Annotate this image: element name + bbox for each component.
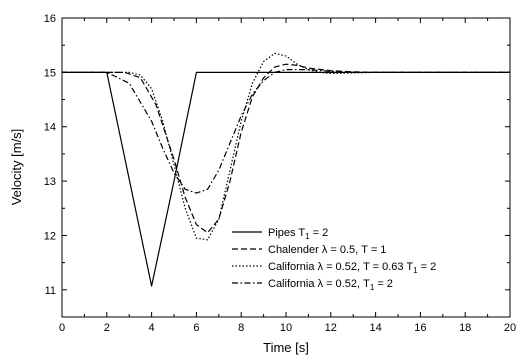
x-tick-label: 10 <box>280 322 292 334</box>
x-tick-label: 6 <box>193 322 199 334</box>
y-tick-label: 16 <box>44 13 56 25</box>
legend-label-3: California λ = 0.52, T = 0.63 T1 = 2 <box>268 261 436 275</box>
y-tick-label: 12 <box>44 230 56 242</box>
x-tick-label: 2 <box>104 322 110 334</box>
y-axis-title: Velocity [m/s] <box>9 129 24 206</box>
x-tick-label: 16 <box>414 322 426 334</box>
x-tick-label: 20 <box>504 322 516 334</box>
x-tick-label: 0 <box>59 322 65 334</box>
axis-tick-labels: 0 2 4 6 8 10 12 14 16 18 20 11 12 13 14 15 16 <box>44 13 516 334</box>
x-tick-label: 14 <box>369 322 381 334</box>
series-line-4-california <box>62 69 510 194</box>
y-tick-label: 13 <box>44 176 56 188</box>
x-tick-label: 4 <box>149 322 155 334</box>
y-tick-label: 15 <box>44 67 56 79</box>
series-layer <box>62 52 510 287</box>
y-tick-label: 14 <box>44 122 56 134</box>
legend-label-4: California λ = 0.52, T1 = 2 <box>268 278 393 292</box>
legend: Pipes T1 = 2 Chalender λ = 0.5, T = 1 Cali… <box>232 227 436 292</box>
series-line-2-chalender <box>62 63 510 234</box>
series-line-3-california <box>62 52 510 241</box>
x-tick-label: 8 <box>238 322 244 334</box>
y-tick-label: 11 <box>45 285 56 297</box>
x-tick-label: 18 <box>459 322 471 334</box>
legend-label-2: Chalender λ = 0.5, T = 1 <box>268 244 386 256</box>
x-axis-title: Time [s] <box>263 340 309 355</box>
x-tick-label: 12 <box>325 322 337 334</box>
legend-label-1: Pipes T1 = 2 <box>268 227 328 241</box>
